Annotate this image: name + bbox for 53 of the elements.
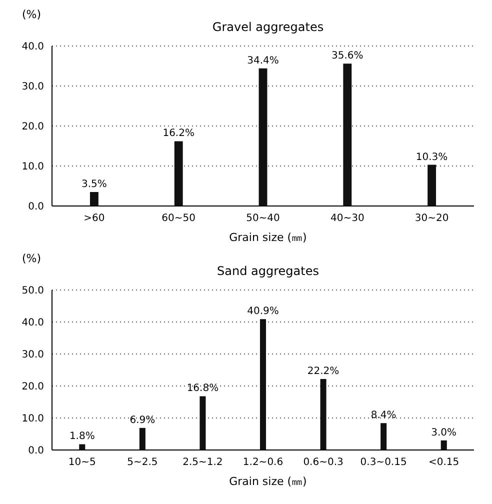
bar — [260, 319, 266, 450]
x-axis-title: Grain size (㎜) — [228, 230, 308, 245]
bar — [343, 64, 352, 206]
x-tick-label: >60 — [84, 213, 105, 224]
x-tick-label: 40~30 — [330, 213, 364, 224]
y-axis-title: (%) — [22, 8, 42, 21]
bar — [139, 428, 146, 450]
data-label: 40.9% — [247, 306, 279, 318]
y-tick-label: 40.0 — [22, 318, 44, 329]
x-tick-label: 1.2~0.6 — [242, 457, 284, 468]
data-label: 8.4% — [370, 410, 396, 422]
y-tick-label: 30.0 — [22, 82, 44, 93]
y-axis-title: (%) — [22, 252, 42, 265]
y-tick-label: 10.0 — [22, 162, 44, 173]
data-label: 1.8% — [69, 431, 95, 442]
bar — [174, 141, 183, 206]
bar — [90, 192, 98, 206]
bar — [380, 423, 387, 450]
x-tick-label: 0.3~0.15 — [360, 457, 407, 468]
data-label: 3.5% — [81, 179, 107, 190]
data-label: 22.2% — [307, 366, 340, 377]
bar — [428, 164, 436, 206]
bar — [79, 444, 86, 450]
bar — [200, 396, 206, 450]
bar — [320, 378, 326, 450]
x-tick-label: 60~50 — [162, 213, 196, 224]
chart-title: Gravel aggregates — [211, 20, 325, 34]
y-tick-label: 0.0 — [28, 202, 44, 213]
data-label: 3.0% — [431, 427, 457, 438]
bar — [440, 440, 447, 450]
data-label: 10.3% — [416, 152, 448, 163]
y-tick-label: 20.0 — [22, 382, 44, 393]
data-label: 34.4% — [247, 55, 279, 66]
x-tick-label: 30~20 — [414, 213, 449, 224]
data-label: 16.8% — [186, 383, 219, 394]
y-tick-label: 0.0 — [28, 446, 44, 457]
y-tick-label: 10.0 — [22, 414, 44, 425]
y-tick-label: 20.0 — [22, 122, 44, 133]
data-label: 35.6% — [332, 50, 364, 62]
x-tick-label: 0.6~0.3 — [303, 457, 344, 468]
x-tick-label: 5~2.5 — [127, 457, 158, 468]
x-axis-title: Grain size (㎜) — [228, 474, 308, 489]
bar — [258, 68, 268, 206]
x-tick-label: <0.15 — [428, 457, 460, 468]
data-label: 6.9% — [130, 414, 156, 426]
y-tick-label: 50.0 — [22, 286, 44, 297]
x-tick-label: 50~40 — [246, 213, 280, 224]
y-tick-label: 30.0 — [22, 350, 44, 361]
y-tick-label: 40.0 — [22, 42, 44, 53]
data-label: 16.2% — [162, 128, 194, 140]
x-tick-label: 10~5 — [68, 457, 96, 468]
x-tick-label: 2.5~1.2 — [182, 457, 223, 468]
chart-title: Sand aggregates — [216, 264, 320, 278]
